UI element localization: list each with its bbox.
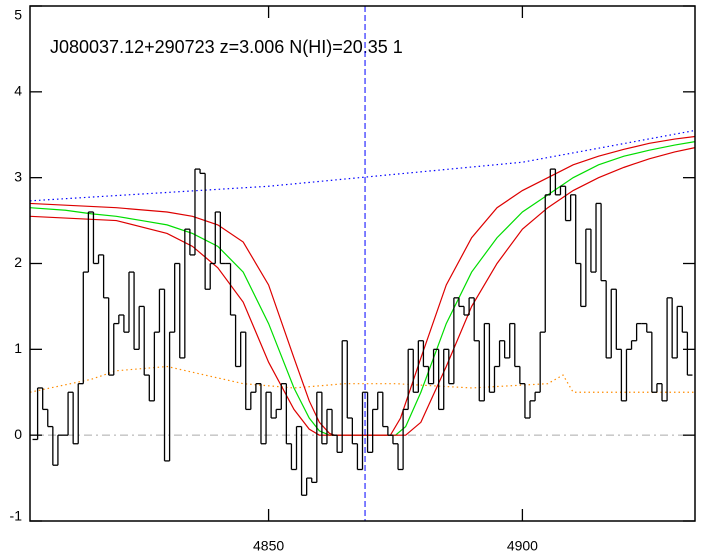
x-tick-label: 4900 xyxy=(507,538,538,554)
x-tick-label: 4850 xyxy=(253,538,284,554)
y-tick-label: 0 xyxy=(14,426,22,442)
chart-title: J080037.12+290723 z=3.006 N(HI)=20.35 1 xyxy=(50,37,403,57)
y-tick-label: 1 xyxy=(14,340,22,356)
y-tick-label: -1 xyxy=(10,508,23,524)
y-tick-label: 5 xyxy=(14,7,22,23)
y-tick-label: 4 xyxy=(14,83,22,99)
series-line xyxy=(29,129,696,202)
series-line xyxy=(29,135,696,436)
series-line xyxy=(29,147,696,436)
y-tick-label: 2 xyxy=(14,254,22,270)
y-tick-label: 3 xyxy=(14,168,22,184)
